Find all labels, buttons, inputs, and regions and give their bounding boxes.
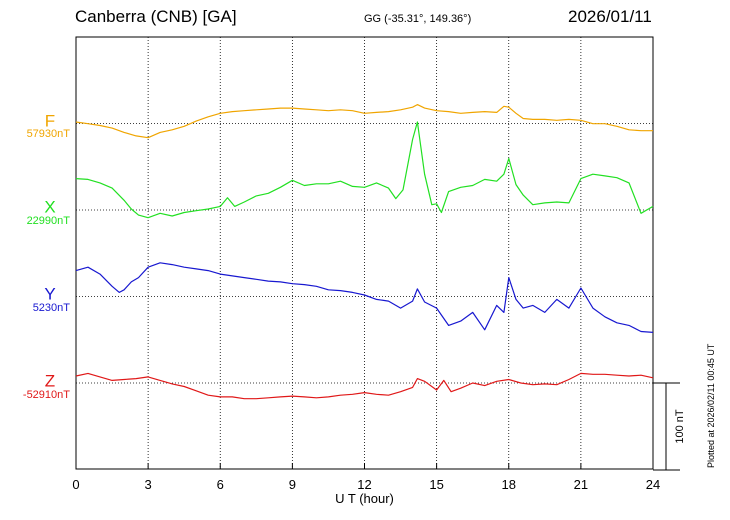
chart-title: Canberra (CNB) [GA] [75,7,237,26]
x-tick-label: 24 [646,477,660,492]
x-tick-label: 18 [502,477,516,492]
series-name-F: F [45,111,55,130]
scale-bar-label: 100 nT [674,409,686,444]
x-tick-label: 3 [145,477,152,492]
x-tick-label: 12 [357,477,371,492]
chart-date: 2026/01/11 [568,7,652,26]
series-baseline-F: 57930nT [27,128,71,140]
x-tick-label: 0 [72,477,79,492]
series-name-Z: Z [45,371,55,390]
x-tick-label: 15 [429,477,443,492]
series-baseline-Y: 5230nT [33,302,71,314]
series-line-F [75,103,653,139]
station-coordinates: GG (-35.31°, 149.36°) [364,13,472,25]
series-baseline-X: 22990nT [27,215,71,227]
series-name-X: X [44,197,55,216]
series-name-Y: Y [44,284,55,303]
x-tick-label: 9 [289,477,296,492]
series-baseline-Z: -52910nT [23,389,70,401]
x-tick-label: 6 [217,477,224,492]
x-axis-label: U T (hour) [335,491,394,506]
series-line-X [75,121,654,219]
series-line-Y [75,262,654,333]
series-line-Z [75,372,654,400]
x-tick-label: 21 [574,477,588,492]
